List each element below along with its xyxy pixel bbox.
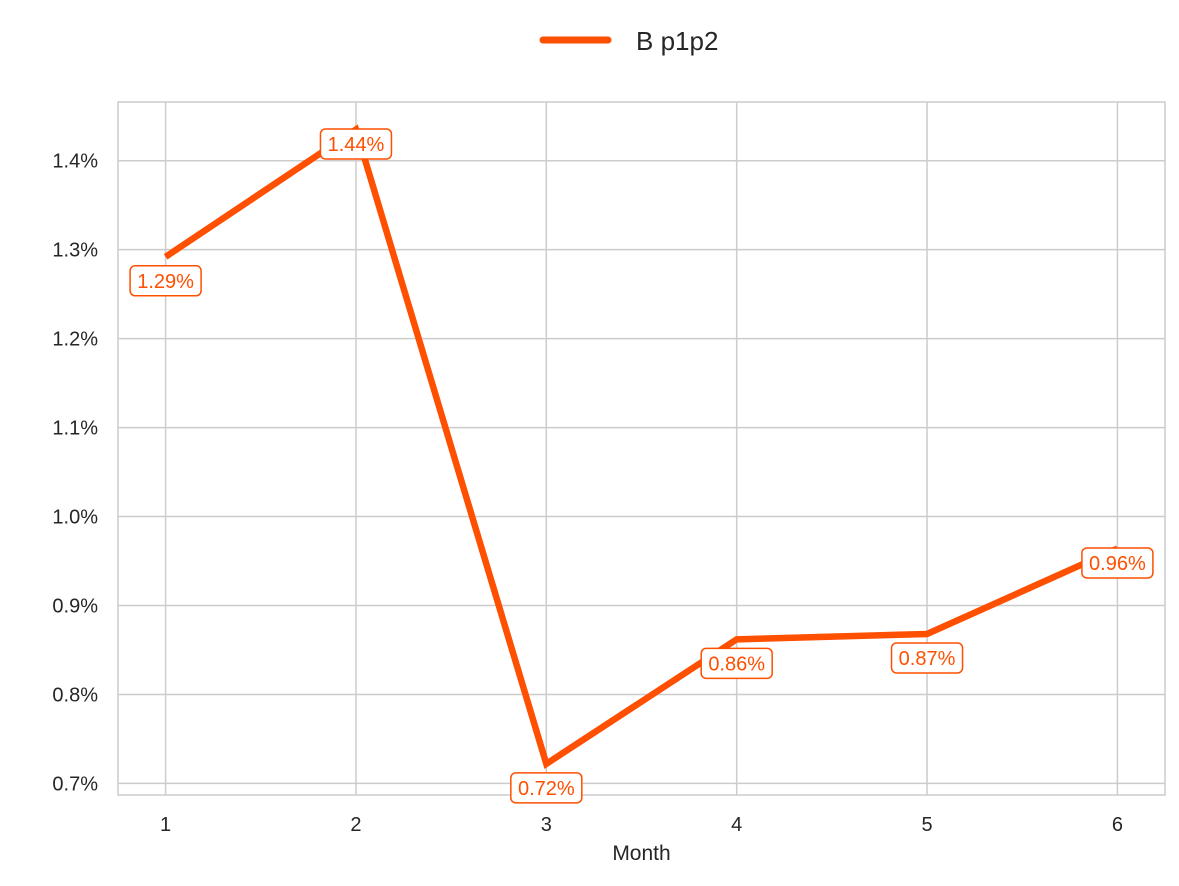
y-tick-label-1: 0.7% <box>52 773 98 795</box>
legend-label: B p1p2 <box>636 26 718 56</box>
data-label-box-2 <box>319 128 393 160</box>
y-tick-label-2: 0.8% <box>52 684 98 706</box>
data-label-box-6 <box>1081 547 1154 579</box>
data-label-text-3: 0.72% <box>518 778 575 800</box>
data-label-text-6: 0.96% <box>1089 553 1146 575</box>
y-tick-label-7: 1.3% <box>52 240 98 262</box>
data-label-box-4 <box>700 647 773 680</box>
y-tick-label-5: 1.1% <box>52 418 98 440</box>
data-label-3: 0.72% <box>510 772 583 804</box>
legend: B p1p2 <box>539 26 718 56</box>
x-tick-label-2: 2 <box>350 814 361 836</box>
x-tick-label-3: 3 <box>541 814 552 836</box>
series-lines <box>163 124 1119 769</box>
data-label-1: 1.29% <box>129 265 202 297</box>
series-line-1 <box>163 124 1119 769</box>
data-label-text-1: 1.29% <box>137 271 194 293</box>
x-tick-label-6: 6 <box>1112 814 1123 836</box>
x-tick-label-1: 1 <box>160 814 171 836</box>
y-tick-label-3: 0.9% <box>52 596 98 618</box>
plot-area-frame <box>117 101 1166 796</box>
x-tick-label-5: 5 <box>921 814 932 836</box>
y-tick-label-6: 1.2% <box>52 329 98 351</box>
data-label-5: 0.87% <box>890 642 964 674</box>
data-labels: 1.29% 1.44% 0.72% 0.86% 0.87% 0.96% <box>129 128 1154 804</box>
data-label-4: 0.86% <box>700 647 773 680</box>
data-label-2: 1.44% <box>319 128 393 160</box>
y-tick-label-4: 1.0% <box>52 507 98 529</box>
x-axis-ticks: 1 2 3 4 5 6 <box>160 814 1123 836</box>
data-label-text-2: 1.44% <box>328 134 385 156</box>
grid-lines <box>118 102 1165 795</box>
x-tick-label-4: 4 <box>731 814 742 836</box>
y-axis-ticks: 0.7% 0.8% 0.9% 1.0% 1.1% 1.2% 1.3% 1.4% <box>52 151 98 796</box>
data-label-box-5 <box>890 642 964 674</box>
data-label-6: 0.96% <box>1081 547 1154 579</box>
x-axis-title: Month <box>612 842 670 865</box>
y-tick-label-8: 1.4% <box>52 151 98 173</box>
data-label-text-4: 0.86% <box>708 653 765 675</box>
data-label-text-5: 0.87% <box>899 648 956 670</box>
data-label-box-1 <box>129 265 202 297</box>
data-label-box-3 <box>510 772 583 804</box>
